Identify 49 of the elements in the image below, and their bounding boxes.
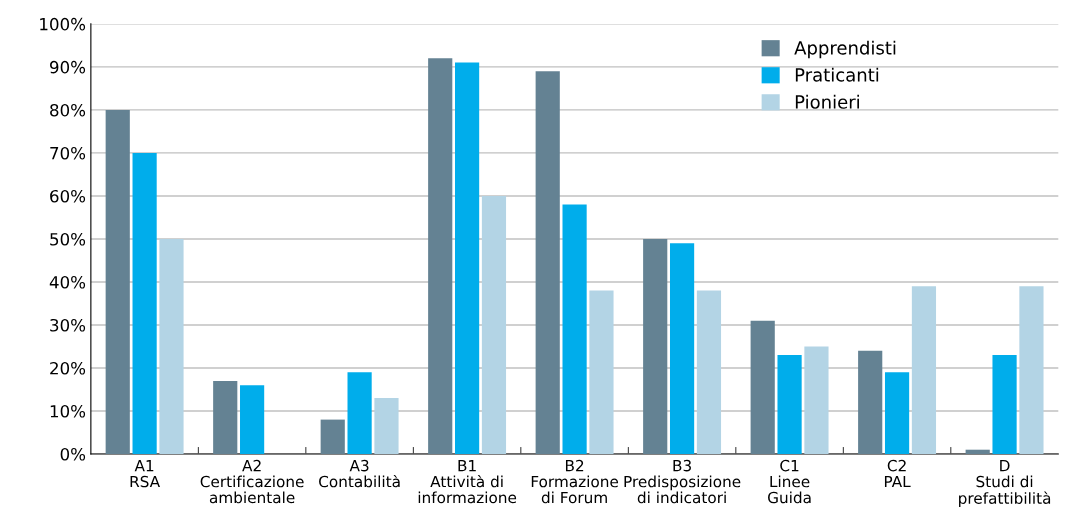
- bar: [374, 398, 399, 454]
- x-tick-label: B3 Predisposizione di indicatori: [624, 459, 741, 504]
- bar: [428, 58, 453, 454]
- y-tick-label: 100%: [40, 17, 86, 31]
- bar: [1019, 286, 1044, 454]
- bar: [992, 355, 1017, 454]
- y-tick-label: 40%: [49, 275, 86, 289]
- y-tick-label: 70%: [50, 146, 86, 160]
- bar: [320, 419, 345, 454]
- x-tick-label: A2 Certificazione ambientale: [200, 459, 304, 504]
- bar: [159, 238, 184, 454]
- bar: [589, 290, 614, 454]
- y-tick-label: 10%: [50, 404, 86, 418]
- bar: [643, 238, 668, 454]
- bar: [696, 290, 722, 454]
- bar: [213, 380, 238, 454]
- bar: [455, 62, 480, 454]
- bar: [535, 71, 560, 454]
- bar: [669, 243, 695, 454]
- legend-label: Pionieri: [795, 94, 859, 109]
- x-tick-label: A1 RSA: [130, 460, 161, 488]
- bar: [858, 350, 883, 454]
- bar: [750, 320, 775, 454]
- legend-label: Praticanti: [795, 67, 879, 82]
- y-tick-label: 90%: [50, 60, 86, 74]
- x-tick-label: B1 Attività di informazione: [418, 460, 517, 504]
- x-tick-label: D Studi di prefattibilità: [959, 460, 1051, 507]
- y-tick-label: 30%: [50, 318, 86, 332]
- legend-label: Apprendisti: [794, 40, 896, 59]
- x-tick-label: B2 Formazione di Forum: [531, 459, 619, 504]
- x-tick-label: A3 Contabilità: [319, 459, 400, 488]
- bar: [777, 355, 802, 454]
- y-tick-label: 80%: [50, 103, 86, 117]
- bar: [132, 152, 157, 454]
- bar: [347, 372, 372, 454]
- x-tick-label: C1 Linee Guida: [768, 459, 811, 504]
- bar: [481, 195, 507, 454]
- x-tick-label: C2 PAL: [884, 459, 911, 488]
- y-tick-label: 60%: [50, 189, 86, 203]
- y-tick-label: 20%: [50, 361, 86, 375]
- bar: [884, 372, 910, 454]
- y-tick-label: 50%: [50, 232, 86, 246]
- bar: [240, 385, 265, 454]
- bar: [804, 346, 829, 454]
- bar: [965, 449, 990, 454]
- bar: [562, 204, 587, 454]
- bar: [911, 286, 937, 454]
- y-tick-label: 0%: [60, 447, 86, 461]
- bar: [105, 109, 130, 454]
